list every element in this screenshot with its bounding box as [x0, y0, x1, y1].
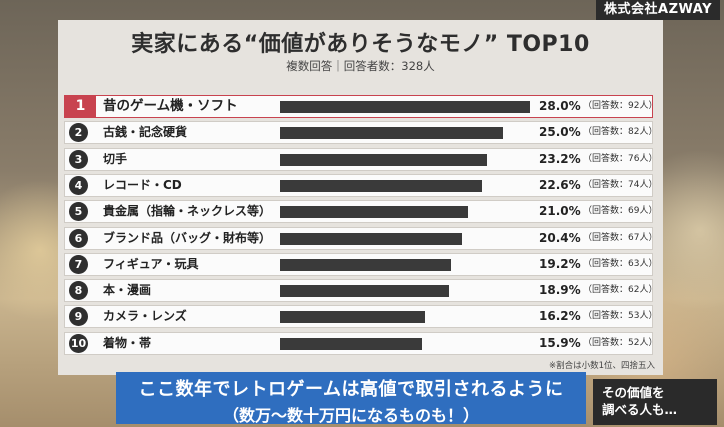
caption-banner: ここ数年でレトロゲームは高値で取引されるように （数万～数十万円になるものも！）	[116, 372, 586, 425]
ranking-row: 7 フィギュア・玩具 19.2% （回答数：63人）	[64, 252, 657, 276]
ranking-row: 9 カメラ・レンズ 16.2% （回答数：53人）	[64, 305, 657, 329]
item-label: 着物・帯	[103, 335, 152, 350]
caption-line-1: ここ数年でレトロゲームは高値で取引されるように	[138, 379, 564, 400]
rank-number: 9	[69, 307, 88, 327]
ranking-row: 1 昔のゲーム機・ソフト 28.0% （回答数：92人）	[64, 95, 657, 118]
item-label: 貴金属（指輪・ネックレス等）	[103, 204, 272, 219]
next-topic-line-1: その価値を	[602, 385, 665, 400]
rank-number: 3	[69, 149, 88, 169]
percent-label: 20.4%	[539, 230, 581, 245]
percent-label: 21.0%	[539, 204, 581, 219]
rank-number: 4	[69, 175, 88, 195]
rank-number: 1	[65, 96, 96, 117]
count-label: （回答数：82人）	[583, 127, 658, 138]
count-label: （回答数：52人）	[583, 337, 658, 348]
count-label: （回答数：67人）	[583, 232, 658, 243]
rank-number: 10	[69, 333, 88, 353]
percent-label: 18.9%	[539, 283, 581, 298]
percent-label: 22.6%	[539, 177, 581, 192]
item-label: 昔のゲーム機・ソフト	[103, 98, 238, 114]
rank-number: 5	[69, 202, 88, 222]
item-label: レコード・CD	[103, 177, 182, 192]
count-label: （回答数：92人）	[583, 101, 658, 111]
next-topic-line-2: 調べる人も…	[602, 402, 678, 417]
ranking-row: 10 着物・帯 15.9% （回答数：52人）	[64, 331, 657, 355]
chart-subtitle: 複数回答｜回答者数：328人	[286, 59, 435, 73]
value-bar	[280, 179, 482, 192]
value-bar	[280, 127, 503, 140]
ranking-row: 6 ブランド品（バッグ・財布等） 20.4% （回答数：67人）	[64, 226, 657, 250]
item-label: 本・漫画	[103, 283, 152, 298]
value-bar	[280, 153, 487, 166]
chart-panel: 実家にある“価値がありそうなモノ” TOP10 複数回答｜回答者数：328人 1…	[58, 20, 663, 375]
value-bar	[280, 101, 530, 113]
count-label: （回答数：69人）	[583, 206, 658, 217]
value-bar	[280, 311, 425, 324]
rank-number: 6	[69, 228, 88, 248]
ranking-row: 5 貴金属（指輪・ネックレス等） 21.0% （回答数：69人）	[64, 200, 657, 224]
company-badge: 株式会社AZWAY	[596, 0, 720, 20]
ranking-row: 3 切手 23.2% （回答数：76人）	[64, 147, 657, 171]
ranking-row: 4 レコード・CD 22.6% （回答数：74人）	[64, 173, 657, 197]
count-label: （回答数：63人）	[583, 258, 658, 269]
percent-label: 23.2%	[539, 151, 581, 166]
item-label: フィギュア・玩具	[103, 256, 199, 271]
rounding-note: ※割合は小数1位、四捨五入	[548, 361, 655, 371]
next-topic-box: その価値を 調べる人も…	[593, 379, 717, 425]
item-label: 古銭・記念硬貨	[103, 125, 188, 140]
item-label: 切手	[103, 151, 128, 166]
percent-label: 25.0%	[539, 125, 581, 140]
item-label: ブランド品（バッグ・財布等）	[103, 230, 272, 245]
caption-line-2: （数万～数十万円になるものも！）	[222, 406, 479, 425]
rank-number: 8	[69, 281, 88, 301]
percent-label: 16.2%	[539, 309, 581, 324]
value-bar	[280, 206, 468, 219]
count-label: （回答数：53人）	[583, 311, 658, 322]
value-bar	[280, 285, 449, 298]
percent-label: 28.0%	[539, 99, 581, 113]
count-label: （回答数：76人）	[583, 153, 658, 164]
chart-title: 実家にある“価値がありそうなモノ” TOP10	[131, 32, 590, 57]
ranking-row: 2 古銭・記念硬貨 25.0% （回答数：82人）	[64, 121, 657, 145]
percent-label: 19.2%	[539, 256, 581, 271]
count-label: （回答数：62人）	[583, 285, 658, 296]
percent-label: 15.9%	[539, 335, 581, 350]
value-bar	[280, 337, 422, 350]
value-bar	[280, 232, 462, 245]
rank-number: 2	[69, 123, 88, 143]
ranking-row: 8 本・漫画 18.9% （回答数：62人）	[64, 279, 657, 303]
item-label: カメラ・レンズ	[103, 309, 187, 324]
rank-number: 7	[69, 254, 88, 274]
count-label: （回答数：74人）	[583, 179, 658, 190]
value-bar	[280, 258, 451, 271]
